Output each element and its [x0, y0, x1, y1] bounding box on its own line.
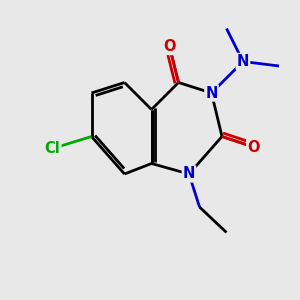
Text: N: N [205, 85, 218, 100]
Text: O: O [163, 39, 176, 54]
Text: Cl: Cl [45, 141, 60, 156]
Text: O: O [247, 140, 260, 154]
Text: N: N [183, 167, 195, 182]
Text: N: N [237, 54, 249, 69]
